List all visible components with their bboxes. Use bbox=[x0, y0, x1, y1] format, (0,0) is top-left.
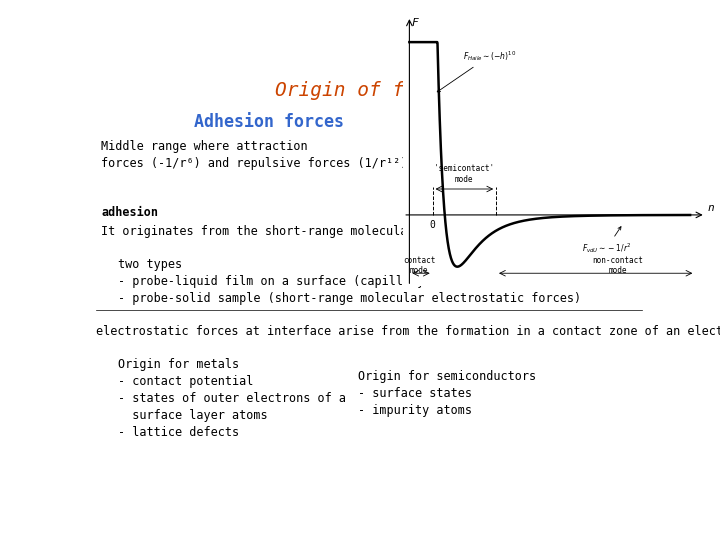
Text: Adhesion forces: Adhesion forces bbox=[194, 113, 343, 131]
Text: F: F bbox=[411, 18, 418, 29]
Text: non-contact
mode: non-contact mode bbox=[593, 256, 643, 275]
Text: It originates from the short-range molecular forces.: It originates from the short-range molec… bbox=[101, 225, 472, 238]
Text: contact
mode: contact mode bbox=[403, 256, 436, 275]
Text: n: n bbox=[708, 202, 714, 213]
Text: Origin for semiconductors
- surface states
- impurity atoms: Origin for semiconductors - surface stat… bbox=[358, 370, 536, 417]
Text: 'semicontact'
mode: 'semicontact' mode bbox=[434, 164, 494, 184]
Text: Middle range where attraction
forces (-1/r⁶) and repulsive forces (1/r¹²) act: Middle range where attraction forces (-1… bbox=[101, 140, 436, 170]
Text: Origin for metals
- contact potential
- states of outer electrons of a
  surface: Origin for metals - contact potential - … bbox=[118, 358, 346, 439]
Text: 0: 0 bbox=[430, 220, 436, 230]
Text: $F_{Haile}\sim(-h)^{10}$: $F_{Haile}\sim(-h)^{10}$ bbox=[437, 49, 516, 92]
Text: Origin of forces: Origin of forces bbox=[275, 82, 463, 100]
Text: electrostatic forces at interface arise from the formation in a contact zone of : electrostatic forces at interface arise … bbox=[96, 325, 720, 338]
Text: $F_{vdU}\sim -1/r^2$: $F_{vdU}\sim -1/r^2$ bbox=[582, 227, 631, 255]
Text: adhesion: adhesion bbox=[101, 206, 158, 219]
Text: two types
- probe-liquid film on a surface (capillary forces)
- probe-solid samp: two types - probe-liquid film on a surfa… bbox=[118, 258, 581, 305]
